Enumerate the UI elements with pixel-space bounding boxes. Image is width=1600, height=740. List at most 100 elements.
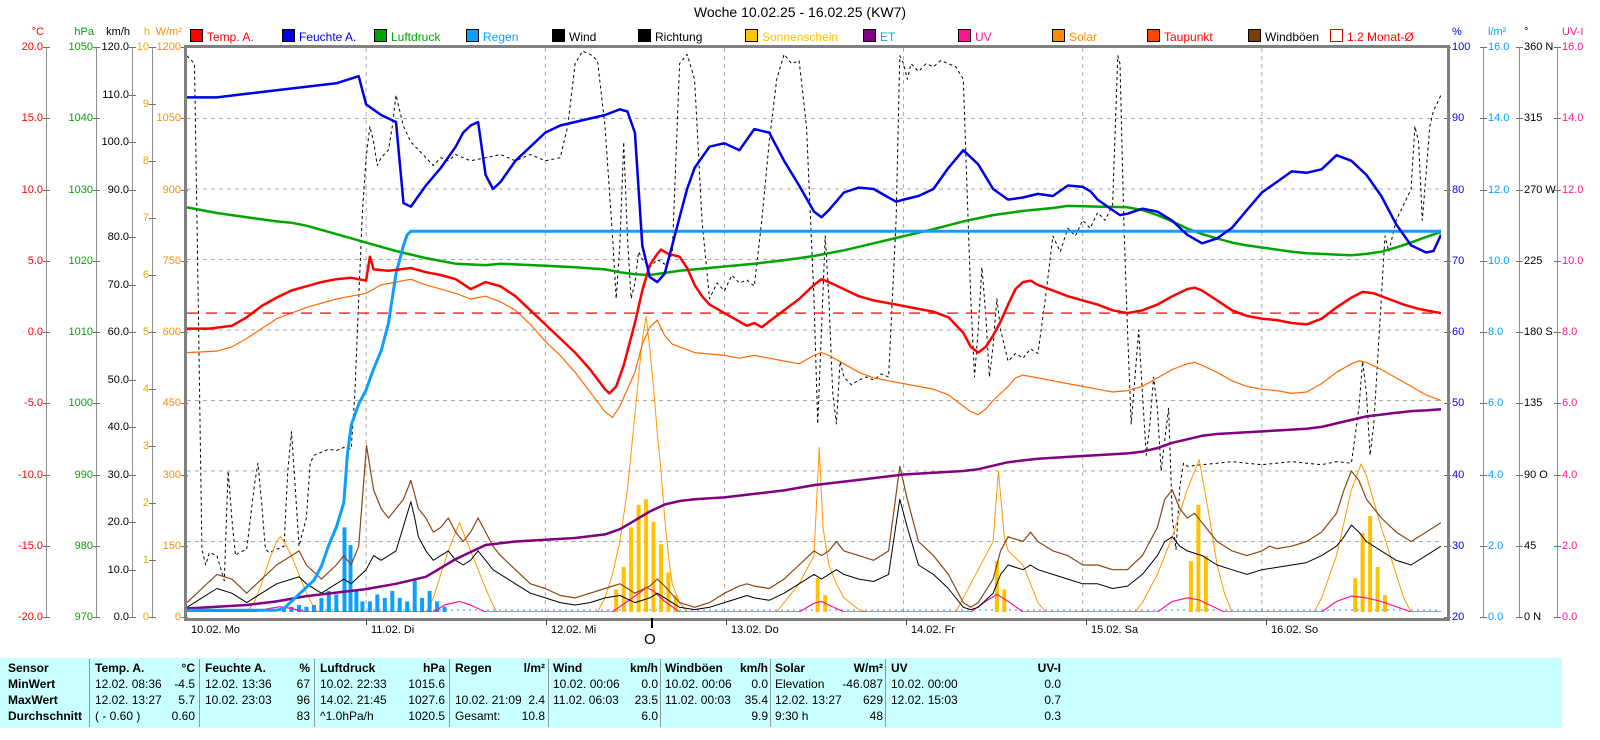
table-cell: 0.60: [171, 709, 195, 723]
table-cell: 83: [296, 709, 310, 723]
legend-label: Wind: [569, 30, 597, 44]
legend-swatch: [1052, 29, 1065, 42]
axis-tick: 315: [1524, 112, 1543, 125]
axis-tick: 150: [162, 539, 181, 552]
legend-item-temp-a-[interactable]: Temp. A.: [190, 29, 254, 44]
legend-item-windb-en[interactable]: Windböen: [1248, 29, 1320, 44]
axis-tick: 15.0: [21, 112, 43, 125]
table-cell: 10.02. 00:00: [891, 677, 958, 691]
axis-tick: 970: [74, 611, 93, 623]
bar-Regen-Stunden: [442, 606, 447, 612]
axis-tick: 1200: [156, 41, 181, 53]
legend-item-taupunkt[interactable]: Taupunkt: [1147, 29, 1213, 44]
bar-Sonnenschein: [1360, 533, 1365, 612]
marker-tick: [651, 618, 653, 628]
axis-tick: 0: [174, 611, 181, 623]
axis-tick: 0: [142, 611, 149, 623]
table-cell: 14.02. 21:45: [320, 693, 387, 707]
axis-unit: UV-I: [1562, 26, 1584, 38]
table-cell: UV-I: [1037, 661, 1061, 675]
table-cell: 96: [296, 693, 310, 707]
page-title: Woche 10.02.25 - 16.02.25 (KW7): [693, 4, 907, 20]
axis-unit: °C: [31, 26, 44, 38]
bar-Regen-Stunden: [382, 597, 387, 612]
bar-Regen-Stunden: [326, 590, 331, 612]
legend-item-luftdruck[interactable]: Luftdruck: [374, 29, 440, 44]
axis-tick: 30: [1452, 539, 1465, 552]
axis-tick: 14.0: [1488, 112, 1510, 125]
axis-tick: 20.0: [107, 516, 129, 528]
axis-tick: 980: [74, 539, 93, 552]
table-cell: hPa: [422, 661, 445, 675]
table-cell: 9:30 h: [775, 709, 809, 723]
axis-tick: 40: [1452, 468, 1465, 481]
table-cell: Luftdruck: [320, 661, 376, 675]
legend-item-richtung[interactable]: Richtung: [638, 29, 702, 44]
bar-Regen-Stunden: [397, 597, 402, 612]
bar-Regen-Stunden: [289, 606, 294, 612]
bar-Regen-Stunden: [319, 597, 324, 612]
table-cell: 10.02. 21:09: [455, 693, 522, 707]
bar-Regen-Stunden: [412, 580, 417, 612]
axis-tick: 300: [162, 468, 181, 481]
axis-tick: 110.0: [102, 88, 129, 101]
series-Wind: [187, 498, 1441, 611]
table-cell: 5.7: [178, 693, 195, 707]
axis-tick: 20: [1452, 611, 1465, 623]
table-cell: 2.4: [528, 693, 545, 707]
bar-Sonnenschein: [994, 561, 999, 612]
legend-label: Regen: [483, 30, 519, 44]
axis-tick: 10.0: [21, 183, 43, 196]
axis-tick: 1050: [156, 112, 181, 125]
axis-tick: 80: [1452, 183, 1465, 196]
bar-Regen-Stunden: [304, 606, 309, 612]
series-Feuchte A.: [187, 74, 1441, 284]
axis-tick: 120.0: [101, 41, 129, 53]
legend-item-1-2-monat-[interactable]: 1.2 Monat-Ø: [1330, 29, 1414, 44]
table-cell: -46.087: [842, 677, 883, 691]
legend-item-solar[interactable]: Solar: [1052, 29, 1097, 44]
axis-tick: 8: [142, 155, 149, 167]
table-cell: 0.7: [1044, 693, 1061, 707]
axis-tick: 1: [142, 554, 149, 566]
axis-tick: 8.0: [1488, 326, 1504, 338]
bar-Regen-Stunden: [354, 590, 359, 612]
table-separator: [314, 659, 315, 727]
table-cell: 10.02. 00:06: [553, 677, 620, 691]
axis-tick: 1030: [68, 183, 93, 196]
table-cell: UV: [891, 661, 908, 675]
legend-item-et[interactable]: ET: [863, 29, 896, 44]
bar-Regen-Stunden: [390, 590, 395, 612]
x-day-label: 15.02. Sa: [1091, 624, 1139, 636]
axis-tick: 0.0: [1562, 611, 1578, 623]
x-day-label: 16.02. So: [1271, 624, 1319, 636]
axis-tick: 70: [1452, 254, 1465, 267]
x-day-label: 10.02. Mo: [191, 624, 240, 636]
legend-label: Windböen: [1265, 30, 1320, 44]
table-cell: 12.02. 13:36: [205, 677, 272, 691]
axis-tick: 90: [1452, 112, 1465, 125]
table-cell: 23.5: [634, 693, 658, 707]
table-cell: km/h: [739, 661, 768, 675]
axis-tick: 4.0: [1488, 468, 1504, 481]
legend-item-sonnenschein[interactable]: Sonnenschein: [745, 29, 838, 44]
axis-tick: 10.0: [1562, 254, 1584, 267]
legend-item-regen[interactable]: Regen: [466, 29, 519, 44]
legend-label: Feuchte A.: [299, 30, 357, 44]
table-cell: 1027.6: [408, 693, 445, 707]
bar-Regen-Stunden: [334, 594, 339, 612]
bar-Sonnenschein: [1383, 595, 1387, 612]
bar-Regen-Stunden: [297, 605, 301, 612]
table-cell: 10.02. 23:03: [205, 693, 272, 707]
series-Taupunkt: [187, 278, 1441, 418]
axis-unit: hPa: [74, 26, 94, 38]
table-cell: -4.5: [174, 677, 195, 691]
legend-item-uv[interactable]: UV: [958, 29, 992, 44]
axis-tick: 10: [136, 41, 149, 53]
axis-unit: h: [143, 26, 150, 38]
legend-item-feuchte-a-[interactable]: Feuchte A.: [282, 29, 357, 44]
legend-label: ET: [880, 30, 896, 44]
axis-tick: 7: [142, 212, 149, 224]
legend-item-wind[interactable]: Wind: [552, 29, 597, 44]
table-cell: 6.0: [641, 709, 658, 723]
